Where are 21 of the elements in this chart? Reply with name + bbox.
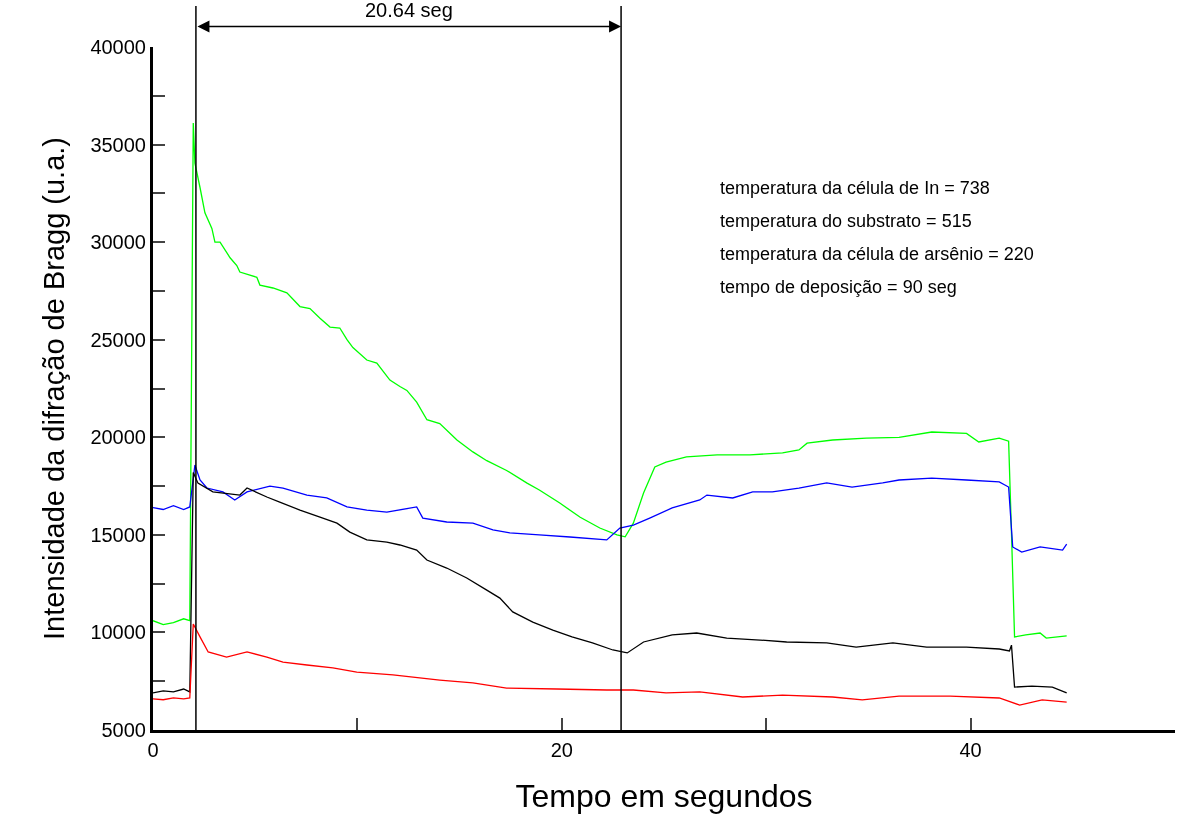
annotation: temperatura do substrato = 515: [720, 211, 972, 231]
line-series: [153, 464, 1068, 553]
annotation: temperatura da célula de arsênio = 220: [720, 244, 1034, 264]
line-series: [153, 122, 1068, 639]
y-tick-label: 30000: [90, 231, 146, 254]
y-axis-title: Intensidade da difração de Bragg (u.a.): [37, 137, 70, 640]
x-axis-title: Tempo em segundos: [515, 777, 813, 814]
x-tick-label: 0: [147, 739, 159, 761]
y-tick-label: 15000: [90, 523, 146, 546]
y-tick-label: 5000: [101, 719, 146, 741]
x-tick-label: 40: [959, 739, 982, 761]
line-series: [153, 623, 1068, 706]
y-tick-label: 10000: [90, 621, 146, 644]
annotation: tempo de deposição = 90 seg: [720, 277, 957, 297]
text: 20.64 seg: [365, 0, 453, 21]
y-tick-label: 40000: [90, 36, 146, 58]
y-tick-label: 25000: [90, 328, 146, 351]
y-tick-label: 20000: [90, 426, 146, 449]
annotation: temperatura da célula de In = 738: [720, 178, 990, 198]
x-tick-label: 20: [550, 739, 573, 761]
y-tick-label: 35000: [90, 133, 146, 156]
